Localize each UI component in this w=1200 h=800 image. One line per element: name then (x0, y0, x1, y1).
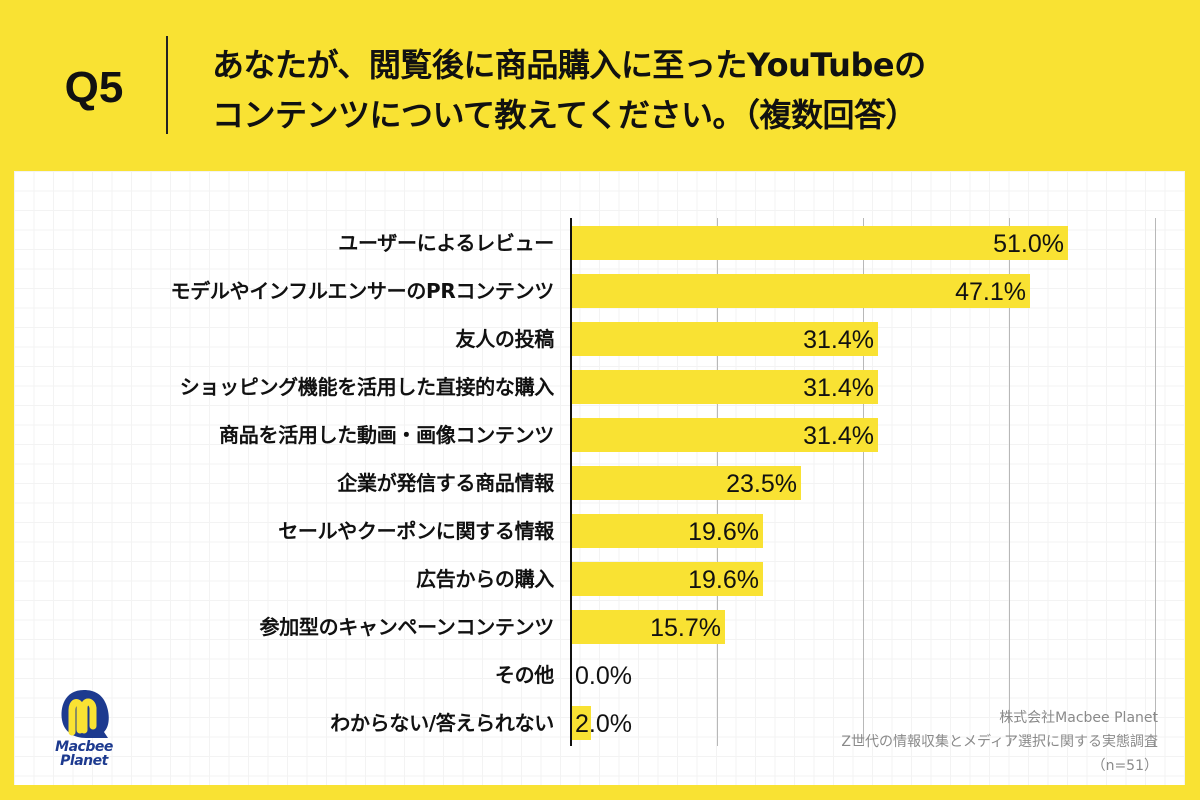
bar-value-label: 19.6% (688, 566, 759, 594)
bar (572, 706, 591, 740)
bar (572, 322, 878, 356)
category-label: 広告からの購入 (416, 567, 554, 591)
bar (572, 514, 763, 548)
bar-row: ユーザーによるレビュー 51.0% (0, 226, 1200, 260)
bar-row: 広告からの購入 19.6% (0, 562, 1200, 596)
source-company: 株式会社Macbee Planet (999, 710, 1158, 726)
question-number: Q5 (64, 63, 124, 112)
title-line-2: コンテンツについて教えてください。（複数回答） (212, 96, 917, 134)
bar-value-label: 31.4% (803, 374, 874, 402)
bar-value-label: 19.6% (688, 518, 759, 546)
bar (572, 274, 1030, 308)
bar-row: 参加型のキャンペーンコンテンツ 15.7% (0, 610, 1200, 644)
bar-value-label: 31.4% (803, 326, 874, 354)
category-label: 企業が発信する商品情報 (337, 471, 554, 495)
bar (572, 226, 1068, 260)
bar (572, 466, 801, 500)
category-label: ユーザーによるレビュー (338, 231, 554, 255)
source-note: 株式会社Macbee Planet Z世代の情報収集とメディア選択に関する実態調… (841, 706, 1158, 778)
logo-text: Macbee Planet (46, 740, 122, 768)
category-label: セールやクーポンに関する情報 (278, 519, 554, 543)
bar (572, 562, 763, 596)
macbee-logo-icon (61, 690, 109, 738)
category-label: モデルやインフルエンサーのPRコンテンツ (170, 279, 555, 303)
gridline (863, 218, 864, 746)
bar-value-label: 51.0% (993, 230, 1064, 258)
title-line-1: あなたが、閲覧後に商品購入に至ったYouTubeの (212, 46, 926, 84)
category-label: わからない/答えられない (330, 711, 554, 735)
bar-row: わからない/答えられない 2.0% (0, 706, 1200, 740)
bar-row: セールやクーポンに関する情報 19.6% (0, 514, 1200, 548)
bar-row: ショッピング機能を活用した直接的な購入 31.4% (0, 370, 1200, 404)
bar-row: その他 0.0% (0, 658, 1200, 692)
category-label: 商品を活用した動画・画像コンテンツ (219, 423, 554, 447)
bar-value-label: 23.5% (726, 470, 797, 498)
gridline (1155, 218, 1156, 746)
bar-value-label: 2.0% (575, 710, 632, 738)
category-label: ショッピング機能を活用した直接的な購入 (179, 375, 555, 399)
bar-value-label: 0.0% (575, 662, 632, 690)
bar (572, 610, 725, 644)
header-divider (166, 36, 168, 134)
bar-value-label: 31.4% (803, 422, 874, 450)
source-survey: Z世代の情報収集とメディア選択に関する実態調査 (841, 734, 1158, 750)
logo-line-1: Macbee (55, 739, 113, 755)
bar (572, 418, 878, 452)
bar-value-label: 15.7% (650, 614, 721, 642)
category-label: その他 (494, 663, 554, 687)
source-sample: （n=51） (1091, 758, 1158, 774)
bar-row: モデルやインフルエンサーのPRコンテンツ 47.1% (0, 274, 1200, 308)
logo-line-2: Planet (60, 753, 108, 769)
bar-row: 商品を活用した動画・画像コンテンツ 31.4% (0, 418, 1200, 452)
question-title: あなたが、閲覧後に商品購入に至ったYouTubeの コンテンツについて教えてくだ… (212, 40, 1172, 140)
category-label: 参加型のキャンペーンコンテンツ (259, 615, 555, 639)
macbee-planet-logo: Macbee Planet (46, 688, 122, 772)
bar-row: 企業が発信する商品情報 23.5% (0, 466, 1200, 500)
category-label: 友人の投稿 (455, 327, 555, 351)
bar-row: 友人の投稿 31.4% (0, 322, 1200, 356)
bar (572, 370, 878, 404)
bar-value-label: 47.1% (955, 278, 1026, 306)
gridline (1009, 218, 1010, 746)
chart-axis (570, 218, 572, 746)
